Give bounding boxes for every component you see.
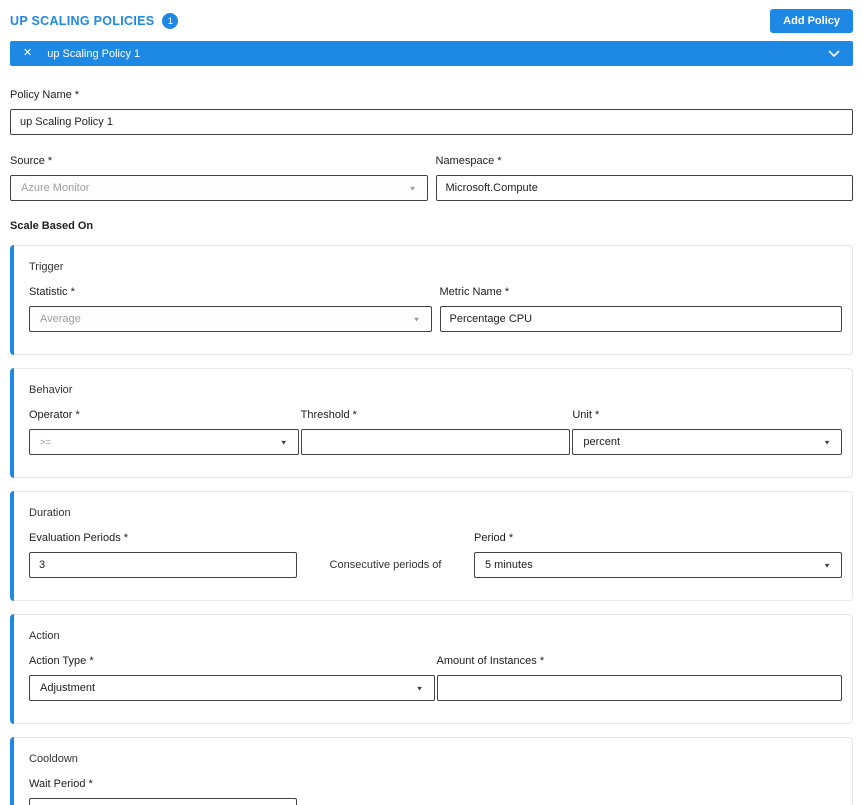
dropdown-arrow-icon: ▼ — [415, 684, 424, 692]
source-select[interactable]: Azure Monitor ▼ — [10, 175, 428, 201]
consecutive-periods-text: Consecutive periods of — [329, 559, 442, 571]
close-icon[interactable]: ✕ — [23, 47, 33, 59]
action-type-label: Action Type * — [29, 655, 94, 667]
amount-of-instances-group: Amount of Instances * — [436, 642, 842, 701]
source-label: Source * — [10, 155, 53, 167]
dropdown-arrow-icon: ▼ — [408, 184, 417, 192]
dropdown-arrow-icon: ▼ — [823, 561, 831, 569]
trigger-heading: Trigger — [29, 261, 64, 273]
chevron-down-icon[interactable] — [828, 49, 840, 58]
policy-name-label: Policy Name * — [10, 89, 80, 101]
page-title: UP SCALING POLICIES — [10, 14, 155, 28]
trigger-card: Trigger Statistic * Average ▼ Metric Nam… — [10, 245, 853, 355]
behavior-fields: Operator * >= ▼ Threshold * Unit * perce… — [29, 396, 842, 455]
unit-group: Unit * percent ▼ — [572, 396, 842, 455]
trigger-fields: Statistic * Average ▼ Metric Name * — [29, 273, 842, 332]
wait-period-group: Wait Period * Seconds — [29, 778, 842, 805]
policy-count-badge: 1 — [162, 13, 179, 29]
dropdown-arrow-icon: ▼ — [279, 438, 288, 446]
scale-based-on-label: Scale Based On — [10, 220, 94, 232]
evaluation-periods-group: Evaluation Periods * — [29, 519, 297, 578]
duration-heading: Duration — [29, 507, 71, 519]
amount-of-instances-label: Amount of Instances * — [436, 655, 545, 667]
policy-name-group: Policy Name * — [10, 89, 853, 135]
policy-form: Policy Name * Source * Azure Monitor ▼ N… — [10, 66, 853, 805]
threshold-group: Threshold * — [300, 396, 571, 455]
metric-name-label: Metric Name * — [439, 286, 510, 298]
action-card: Action Action Type * Adjustment ▼ Amount… — [10, 614, 853, 724]
card-accent-bar — [10, 737, 14, 805]
operator-label: Operator * — [29, 409, 80, 421]
page-header: UP SCALING POLICIES 1 Add Policy — [10, 8, 853, 34]
evaluation-periods-input[interactable] — [29, 552, 297, 578]
statistic-group: Statistic * Average ▼ — [29, 273, 432, 332]
source-namespace-row: Source * Azure Monitor ▼ Namespace * — [10, 155, 853, 201]
behavior-card: Behavior Operator * >= ▼ Threshold * Uni… — [10, 368, 853, 478]
cooldown-heading: Cooldown — [29, 753, 78, 765]
title-group: UP SCALING POLICIES 1 — [10, 13, 179, 29]
statistic-select[interactable]: Average ▼ — [29, 306, 432, 332]
threshold-label: Threshold * — [300, 409, 357, 421]
policy-header-bar[interactable]: ✕ up Scaling Policy 1 — [10, 41, 853, 66]
period-label: Period * — [474, 532, 514, 544]
operator-group: Operator * >= ▼ — [29, 396, 299, 455]
threshold-input[interactable] — [300, 429, 571, 455]
wait-period-label: Wait Period * — [29, 778, 93, 790]
statistic-select-value: Average — [40, 313, 81, 325]
action-type-select[interactable]: Adjustment ▼ — [29, 675, 435, 701]
namespace-input[interactable] — [435, 175, 853, 201]
namespace-group: Namespace * — [435, 155, 853, 201]
behavior-heading: Behavior — [29, 384, 73, 396]
consecutive-periods-text-wrap: Consecutive periods of — [297, 519, 474, 578]
card-accent-bar — [10, 614, 14, 724]
duration-card: Duration Evaluation Periods * Consecutiv… — [10, 491, 853, 601]
wait-period-input[interactable] — [29, 798, 297, 805]
operator-select-value: >= — [40, 437, 52, 447]
action-type-group: Action Type * Adjustment ▼ — [29, 642, 435, 701]
policy-name-input[interactable] — [10, 109, 853, 135]
unit-select[interactable]: percent ▼ — [572, 429, 842, 455]
source-select-value: Azure Monitor — [21, 182, 90, 194]
unit-label: Unit * — [572, 409, 600, 421]
wait-period-row: Seconds — [29, 798, 842, 805]
card-accent-bar — [10, 491, 14, 601]
action-heading: Action — [29, 630, 60, 642]
card-accent-bar — [10, 245, 14, 355]
period-select[interactable]: 5 minutes ▼ — [474, 552, 842, 578]
add-policy-button[interactable]: Add Policy — [770, 9, 853, 33]
evaluation-periods-label: Evaluation Periods * — [29, 532, 129, 544]
namespace-label: Namespace * — [435, 155, 502, 167]
metric-name-input[interactable] — [439, 306, 842, 332]
unit-select-value: percent — [583, 436, 621, 448]
dropdown-arrow-icon: ▼ — [823, 438, 831, 446]
action-type-select-value: Adjustment — [40, 682, 96, 694]
action-fields: Action Type * Adjustment ▼ Amount of Ins… — [29, 642, 842, 701]
amount-of-instances-input[interactable] — [436, 675, 842, 701]
dropdown-arrow-icon: ▼ — [412, 315, 421, 323]
period-group: Period * 5 minutes ▼ — [474, 519, 842, 578]
cooldown-card: Cooldown Wait Period * Seconds — [10, 737, 853, 805]
policy-bar-title: up Scaling Policy 1 — [47, 47, 141, 60]
card-accent-bar — [10, 368, 14, 478]
source-group: Source * Azure Monitor ▼ — [10, 155, 428, 201]
statistic-label: Statistic * — [29, 286, 75, 298]
metric-name-group: Metric Name * — [439, 273, 842, 332]
period-select-value: 5 minutes — [485, 559, 533, 571]
duration-fields: Evaluation Periods * Consecutive periods… — [29, 519, 842, 578]
operator-select[interactable]: >= ▼ — [29, 429, 299, 455]
